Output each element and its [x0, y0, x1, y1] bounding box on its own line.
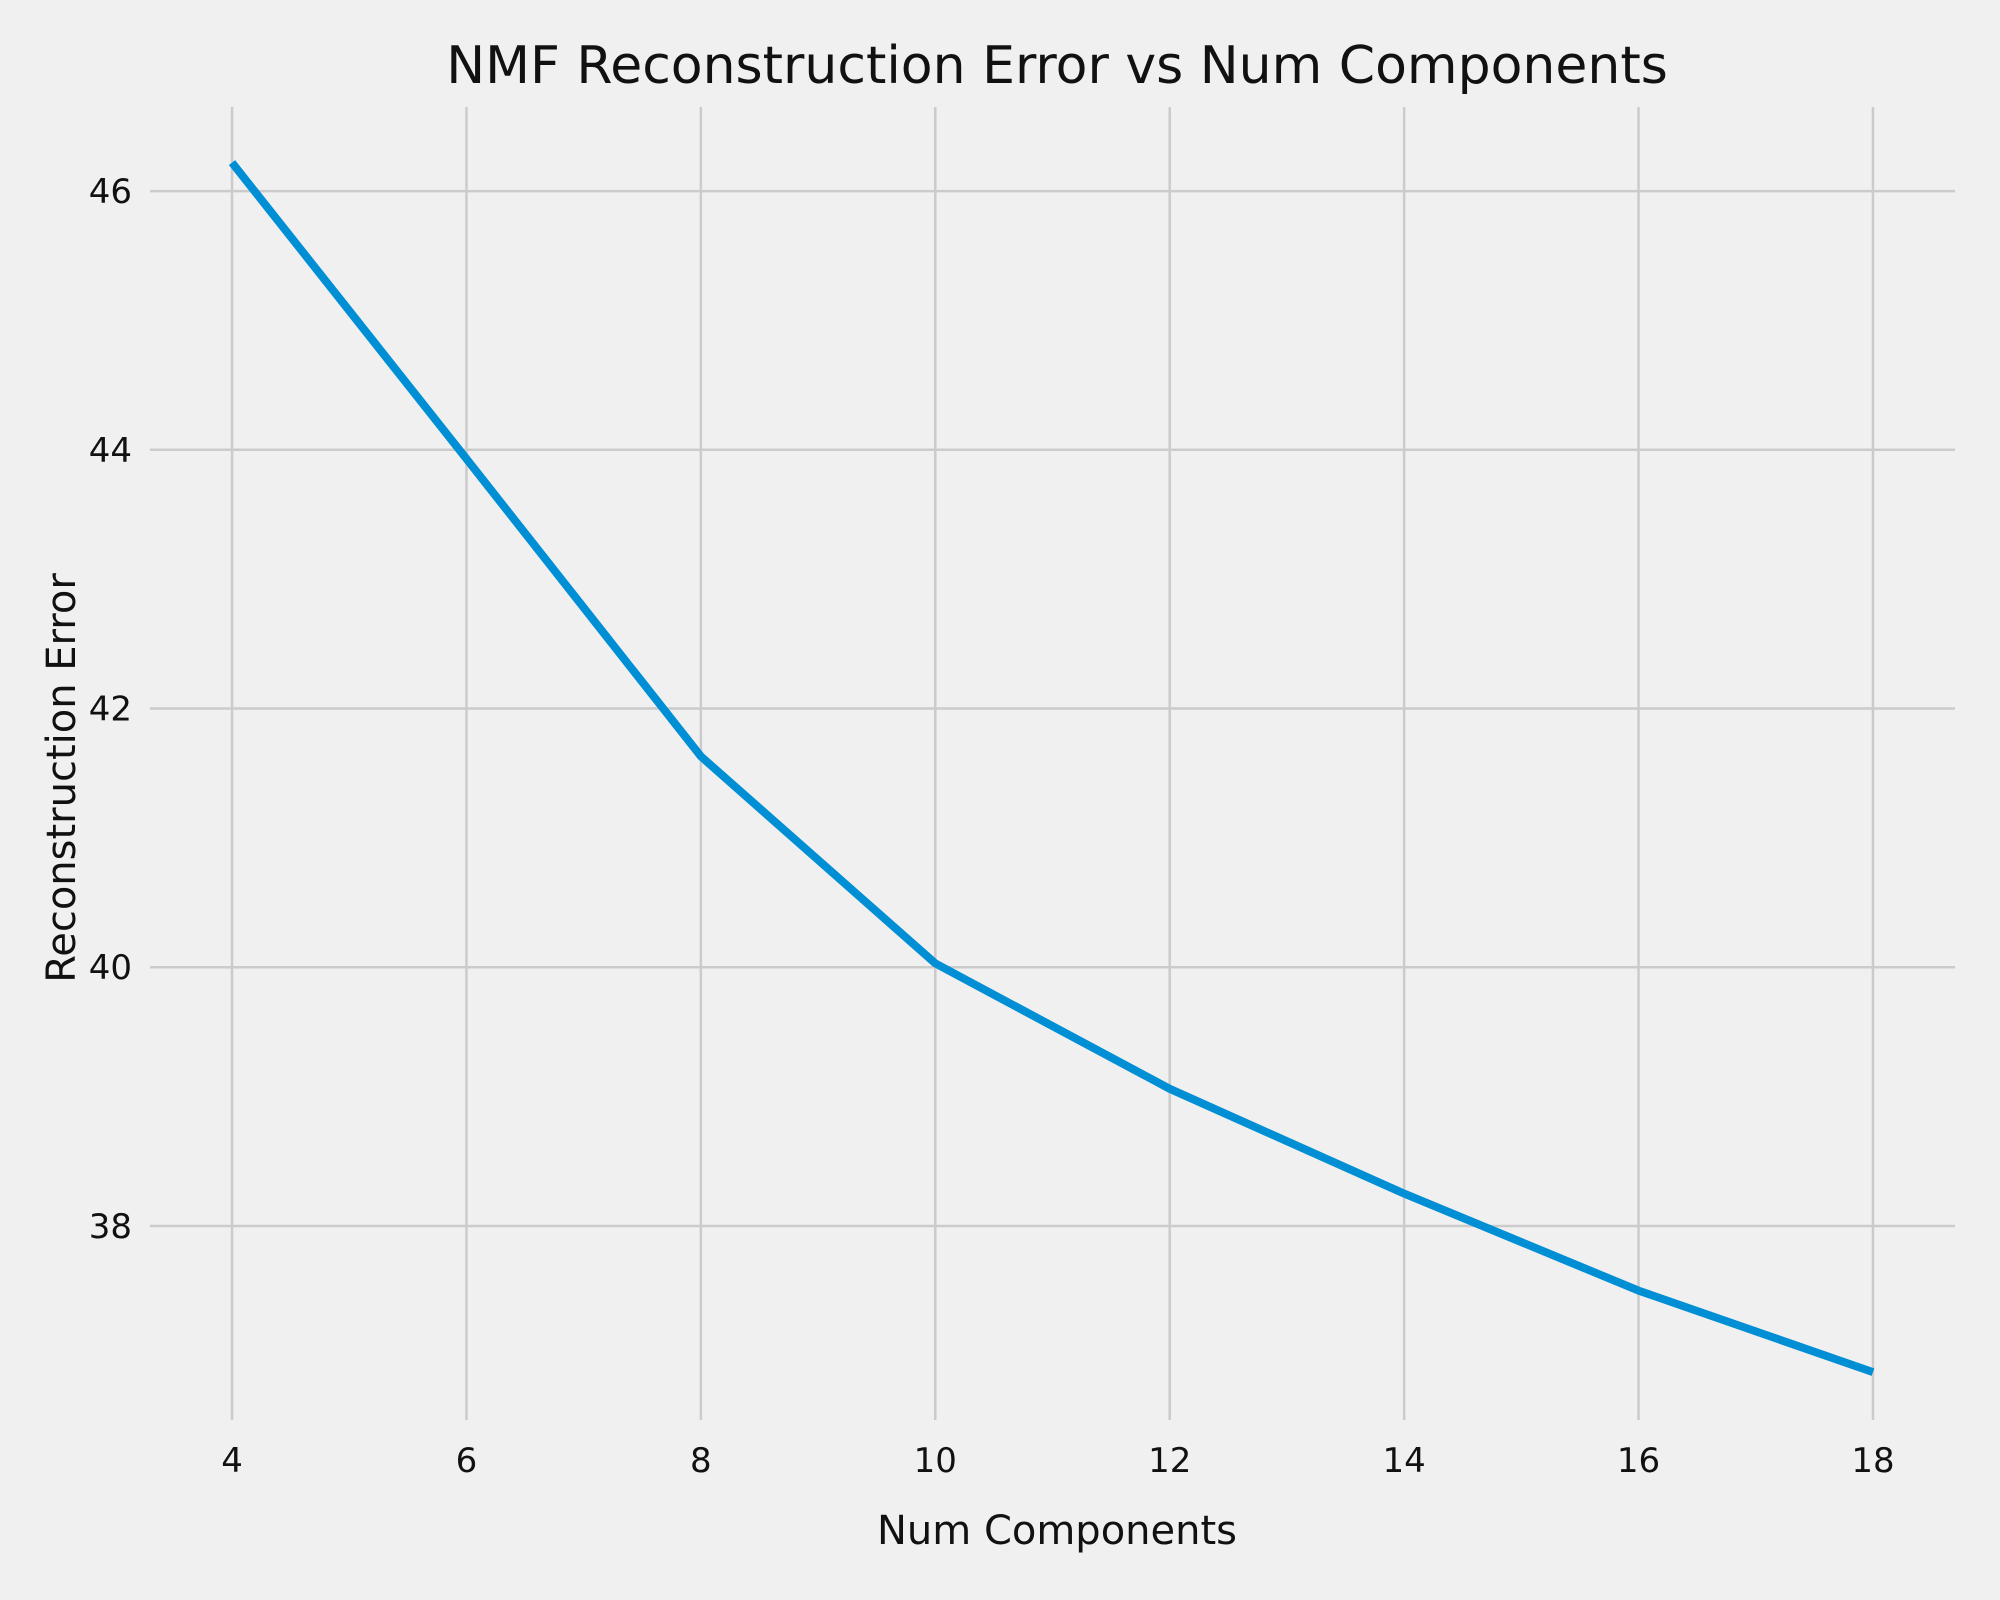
x-tick-label: 12: [1148, 1441, 1191, 1481]
y-tick-label: 46: [89, 172, 132, 212]
x-axis-label: Num Components: [877, 1508, 1237, 1554]
y-tick-label: 42: [89, 690, 132, 730]
y-tick-labels: 38 40 42 44 46: [89, 172, 132, 1247]
y-axis-label: Reconstruction Error: [39, 573, 85, 983]
y-tick-label: 38: [89, 1207, 132, 1247]
series-group: [228, 160, 1875, 1376]
y-tick-label: 40: [89, 948, 132, 988]
x-tick-label: 14: [1382, 1441, 1425, 1481]
x-tick-label: 4: [221, 1441, 243, 1481]
x-tick-label: 6: [456, 1441, 478, 1481]
chart-title: NMF Reconstruction Error vs Num Componen…: [446, 36, 1668, 96]
y-gridlines: [150, 189, 1955, 1228]
y-tick-label: 44: [89, 431, 132, 471]
series-line: [228, 160, 1875, 1376]
x-tick-label: 10: [914, 1441, 957, 1481]
x-tick-label: 16: [1617, 1441, 1660, 1481]
x-tick-label: 8: [690, 1441, 712, 1481]
x-tick-labels: 4 6 8 10 12 14 16 18: [221, 1441, 1894, 1481]
x-tick-label: 18: [1851, 1441, 1894, 1481]
x-gridlines: [230, 107, 1875, 1420]
